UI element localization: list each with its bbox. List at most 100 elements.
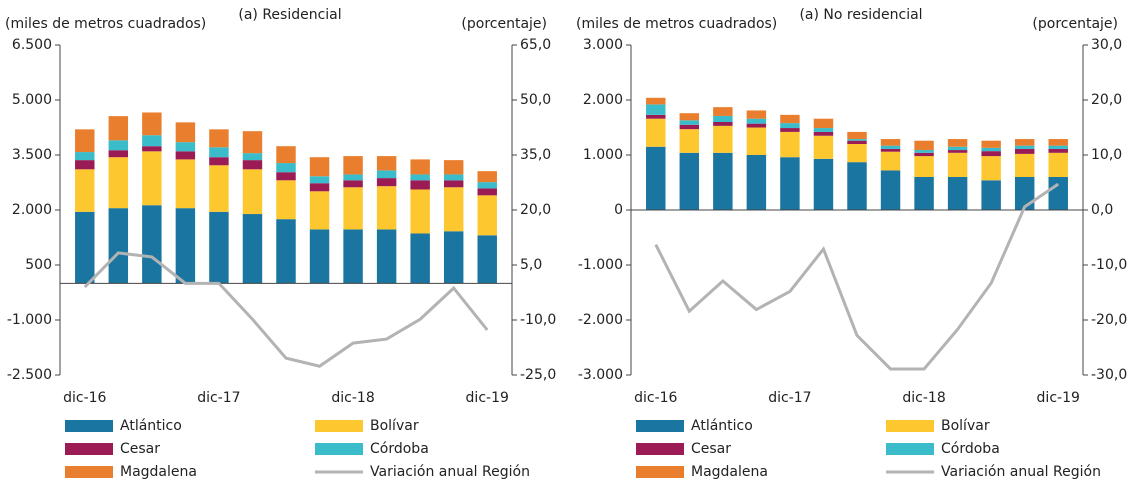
y-tick-label: 3.000 — [583, 37, 623, 53]
chart-title: (a) Residencial — [238, 7, 341, 23]
x-tick-label: dic-16 — [63, 390, 106, 406]
bar — [477, 235, 497, 284]
bar — [1048, 139, 1068, 146]
legend-swatch — [886, 420, 934, 432]
bar — [477, 182, 497, 189]
bar — [713, 122, 733, 126]
bar — [981, 180, 1001, 210]
bar — [242, 214, 263, 284]
bar — [209, 211, 229, 284]
bar — [108, 140, 129, 151]
legend-swatch — [315, 420, 363, 432]
bar — [108, 208, 129, 284]
bar — [646, 97, 666, 105]
bar — [108, 150, 129, 158]
bar — [443, 174, 464, 181]
bar — [175, 142, 196, 152]
bar — [276, 146, 296, 164]
legend-label: Bolívar — [941, 418, 990, 434]
bar — [75, 211, 95, 284]
legend-label: Cesar — [691, 441, 731, 457]
bar — [242, 131, 263, 154]
y2-tick-label: -30,0 — [1091, 367, 1127, 383]
y2-axis-label: (porcentaje) — [1032, 16, 1118, 32]
bar — [813, 118, 834, 129]
bar — [309, 191, 330, 230]
bar — [780, 123, 800, 129]
y-tick-label: 2.000 — [12, 202, 52, 218]
legend-swatch — [65, 466, 113, 478]
bar — [947, 152, 968, 177]
bar — [410, 159, 430, 175]
bar — [679, 124, 700, 130]
bar — [646, 104, 666, 115]
x-tick-label: dic-18 — [331, 390, 374, 406]
y2-tick-label: 30,0 — [1091, 37, 1122, 53]
bar — [376, 156, 397, 171]
bar — [276, 219, 296, 284]
bar — [713, 107, 733, 116]
bar — [947, 139, 968, 147]
bar — [780, 128, 800, 132]
bar — [309, 157, 330, 177]
bar — [142, 205, 162, 284]
y2-tick-label: -25,0 — [520, 367, 556, 383]
bar — [981, 156, 1001, 181]
legend-swatch — [65, 420, 113, 432]
bar — [309, 176, 330, 184]
bar — [1048, 177, 1068, 210]
bar — [880, 148, 901, 152]
y-tick-label: -2.000 — [578, 312, 623, 328]
bar — [981, 147, 1001, 152]
bar — [847, 140, 867, 144]
bar — [376, 170, 397, 179]
y2-tick-label: 20,0 — [520, 202, 551, 218]
bar — [914, 140, 934, 151]
bar — [1048, 145, 1068, 149]
bar — [376, 178, 397, 187]
y2-tick-label: -20,0 — [1091, 312, 1127, 328]
bar — [646, 114, 666, 119]
bar — [477, 195, 497, 236]
bar — [713, 115, 733, 122]
bar — [746, 123, 767, 128]
bar — [108, 116, 129, 141]
bar — [880, 139, 901, 146]
bar — [443, 187, 464, 232]
bar — [813, 131, 834, 136]
bar — [175, 208, 196, 284]
bar — [175, 151, 196, 160]
line — [83, 251, 489, 368]
bar — [880, 170, 901, 210]
bar — [914, 150, 934, 153]
y2-tick-label: 5,0 — [520, 257, 542, 273]
x-tick-label: dic-16 — [634, 390, 677, 406]
bar — [746, 155, 767, 210]
legend-label: Variación anual Región — [941, 464, 1101, 480]
y-axis-label: (miles de metros cuadrados) — [576, 16, 777, 32]
bar — [343, 156, 363, 175]
bar — [679, 129, 700, 153]
bar — [1014, 139, 1035, 146]
bar — [780, 157, 800, 210]
x-tick-label: dic-17 — [197, 390, 240, 406]
bar — [1014, 148, 1035, 154]
y2-tick-label: 10,0 — [1091, 147, 1122, 163]
legend-swatch — [636, 466, 684, 478]
x-tick-label: dic-19 — [1037, 390, 1080, 406]
y2-tick-label: 0,0 — [1091, 202, 1113, 218]
y-tick-label: -1.000 — [578, 257, 623, 273]
bar — [713, 125, 733, 153]
bar — [1048, 148, 1068, 153]
bar — [276, 163, 296, 173]
bar — [947, 146, 968, 151]
bar — [276, 172, 296, 181]
legend-label: Variación anual Región — [370, 464, 530, 480]
chart-title: (a) No residencial — [799, 7, 922, 23]
bar — [343, 229, 363, 284]
bar — [142, 135, 162, 147]
legend-swatch — [636, 443, 684, 455]
y-tick-label: 1.000 — [583, 147, 623, 163]
bar — [242, 160, 263, 170]
bar — [947, 150, 968, 153]
